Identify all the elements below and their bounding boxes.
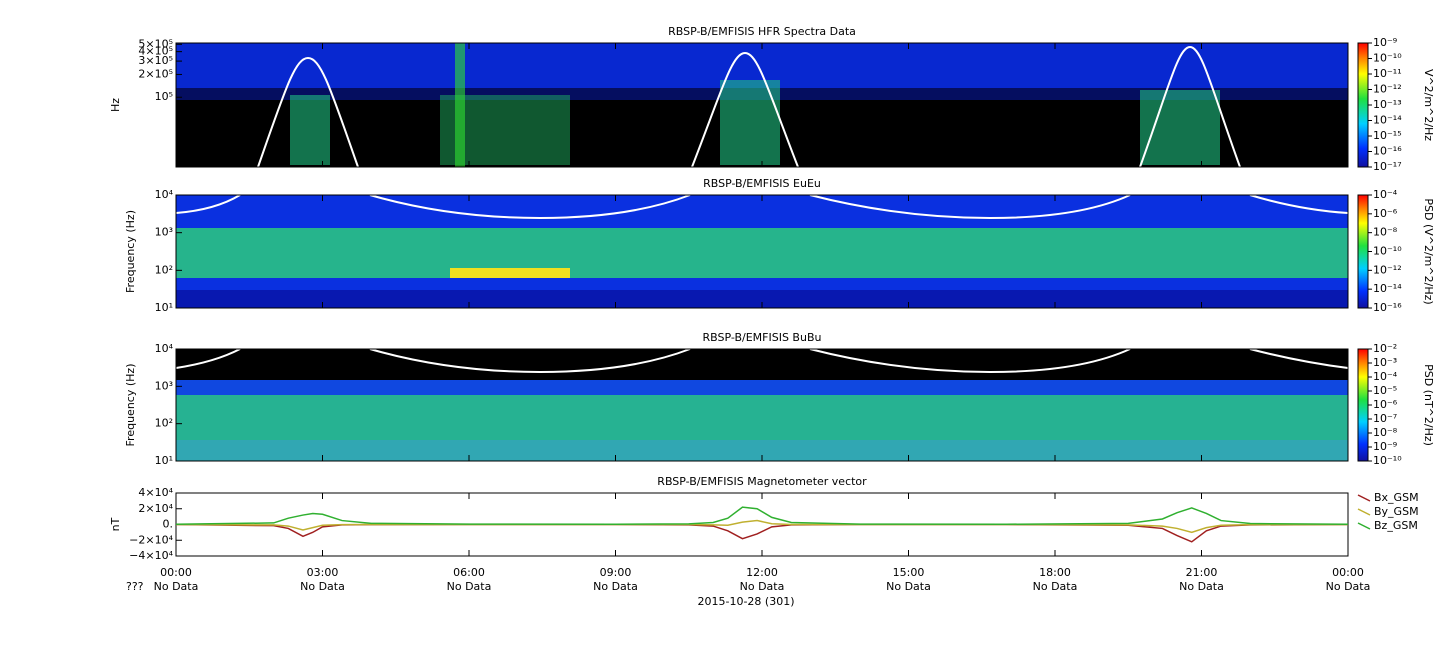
x-tick-label: 18:00 xyxy=(1039,566,1071,579)
y-tick-label: 10² xyxy=(155,417,173,430)
legend-label: By_GSM xyxy=(1374,505,1419,518)
colorbar-tick-label: 10⁻¹² xyxy=(1373,83,1402,96)
x-tick-sublabel: No Data xyxy=(447,580,492,593)
colorbar xyxy=(1357,348,1369,462)
y-axis-label: Frequency (Hz) xyxy=(124,210,137,293)
y-tick-label: 10³ xyxy=(155,226,173,239)
colorbar-tick-label: 10⁻¹⁶ xyxy=(1373,145,1402,158)
x-tick-label: 21:00 xyxy=(1186,566,1218,579)
colorbar xyxy=(1357,194,1369,309)
y-axis-label: Frequency (Hz) xyxy=(124,364,137,447)
series-line xyxy=(175,519,1349,534)
y-tick-label: 10¹ xyxy=(155,454,173,467)
colorbar-tick-label: 10⁻¹⁴ xyxy=(1373,282,1402,295)
colorbar-tick-label: 10⁻¹⁷ xyxy=(1373,160,1402,173)
colorbar-tick-label: 10⁻⁹ xyxy=(1373,440,1397,453)
x-tick-prefix: ??? xyxy=(126,580,144,593)
y-tick-label: 2×10⁴ xyxy=(138,502,173,515)
x-tick-label: 12:00 xyxy=(746,566,778,579)
x-tick-sublabel: No Data xyxy=(300,580,345,593)
y-tick-label: −2×10⁴ xyxy=(129,533,173,546)
colorbar-label: PSD (nT^2/Hz) xyxy=(1422,364,1435,446)
x-tick-sublabel: No Data xyxy=(1033,580,1078,593)
y-tick-label: 2×10⁵ xyxy=(138,67,173,80)
y-axis-label: Hz xyxy=(109,98,122,112)
legend-label: Bz_GSM xyxy=(1374,519,1418,532)
colorbar xyxy=(1357,42,1369,168)
colorbar-tick-label: 10⁻⁶ xyxy=(1373,398,1398,411)
y-tick-label: 0. xyxy=(163,518,174,531)
y-tick-label: −4×10⁴ xyxy=(129,549,173,562)
x-tick-label: 00:00 xyxy=(1332,566,1364,579)
y-tick-label: 3×10⁵ xyxy=(138,54,173,67)
panel-title: RBSP-B/EMFISIS Magnetometer vector xyxy=(657,475,867,488)
y-tick-label: 5×10⁵ xyxy=(138,37,173,50)
x-tick-sublabel: No Data xyxy=(740,580,785,593)
y-tick-label: 10⁴ xyxy=(155,188,174,201)
colorbar-tick-label: 10⁻⁵ xyxy=(1373,384,1397,397)
y-tick-label: 10⁵ xyxy=(155,90,173,103)
spectrogram-image xyxy=(175,43,1349,461)
colorbar-tick-label: 10⁻⁴ xyxy=(1373,188,1398,201)
colorbar-label: V^2/m^2/Hz xyxy=(1422,69,1435,141)
panel-title: RBSP-B/EMFISIS EuEu xyxy=(703,177,821,190)
colorbar-tick-label: 10⁻¹⁰ xyxy=(1373,245,1402,258)
colorbar-tick-label: 10⁻⁸ xyxy=(1373,226,1398,239)
colorbar-tick-label: 10⁻¹³ xyxy=(1373,98,1402,111)
colorbar-label: PSD (V^2/m^2/Hz) xyxy=(1422,198,1435,304)
x-tick-label: 00:00 xyxy=(160,566,192,579)
y-tick-label: 10¹ xyxy=(155,301,173,314)
x-tick-label: 09:00 xyxy=(600,566,632,579)
colorbar-tick-label: 10⁻¹⁵ xyxy=(1373,129,1402,142)
y-tick-label: 10² xyxy=(155,263,173,276)
y-axis-label: nT xyxy=(109,517,122,531)
series-line xyxy=(175,523,1349,543)
colorbar-tick-label: 10⁻⁴ xyxy=(1373,370,1398,383)
legend-label: Bx_GSM xyxy=(1374,491,1419,504)
colorbar-tick-label: 10⁻¹⁴ xyxy=(1373,114,1402,127)
y-tick-label: 4×10⁵ xyxy=(138,45,173,58)
x-tick-sublabel: No Data xyxy=(886,580,931,593)
colorbar-tick-label: 10⁻⁶ xyxy=(1373,207,1398,220)
x-tick-sublabel: No Data xyxy=(1326,580,1371,593)
legend-swatch xyxy=(1357,508,1371,516)
x-tick-sublabel: No Data xyxy=(593,580,638,593)
colorbar-tick-label: 10⁻¹⁰ xyxy=(1373,52,1402,65)
colorbar-tick-label: 10⁻² xyxy=(1373,342,1397,355)
x-tick-label: 06:00 xyxy=(453,566,485,579)
y-tick-label: 4×10⁴ xyxy=(138,486,173,499)
colorbar-tick-label: 10⁻³ xyxy=(1373,356,1397,369)
colorbar-tick-label: 10⁻¹² xyxy=(1373,263,1402,276)
y-tick-label: 10³ xyxy=(155,379,173,392)
colorbar-tick-label: 10⁻⁹ xyxy=(1373,36,1397,49)
x-tick-sublabel: No Data xyxy=(154,580,199,593)
colorbar-tick-label: 10⁻⁷ xyxy=(1373,412,1397,425)
series-line xyxy=(175,506,1349,526)
x-tick-label: 15:00 xyxy=(893,566,925,579)
colorbar-tick-label: 10⁻¹⁰ xyxy=(1373,454,1402,467)
legend-swatch xyxy=(1357,494,1371,502)
x-axis-label: 2015-10-28 (301) xyxy=(697,595,794,608)
colorbar-tick-label: 10⁻¹⁶ xyxy=(1373,301,1402,314)
y-tick-label: 10⁴ xyxy=(155,342,174,355)
x-tick-sublabel: No Data xyxy=(1179,580,1224,593)
panel-title: RBSP-B/EMFISIS BuBu xyxy=(703,331,822,344)
colorbar-tick-label: 10⁻¹¹ xyxy=(1373,67,1402,80)
colorbar-tick-label: 10⁻⁸ xyxy=(1373,426,1398,439)
panel-title: RBSP-B/EMFISIS HFR Spectra Data xyxy=(668,25,856,38)
x-tick-label: 03:00 xyxy=(307,566,339,579)
legend-swatch xyxy=(1357,522,1371,530)
